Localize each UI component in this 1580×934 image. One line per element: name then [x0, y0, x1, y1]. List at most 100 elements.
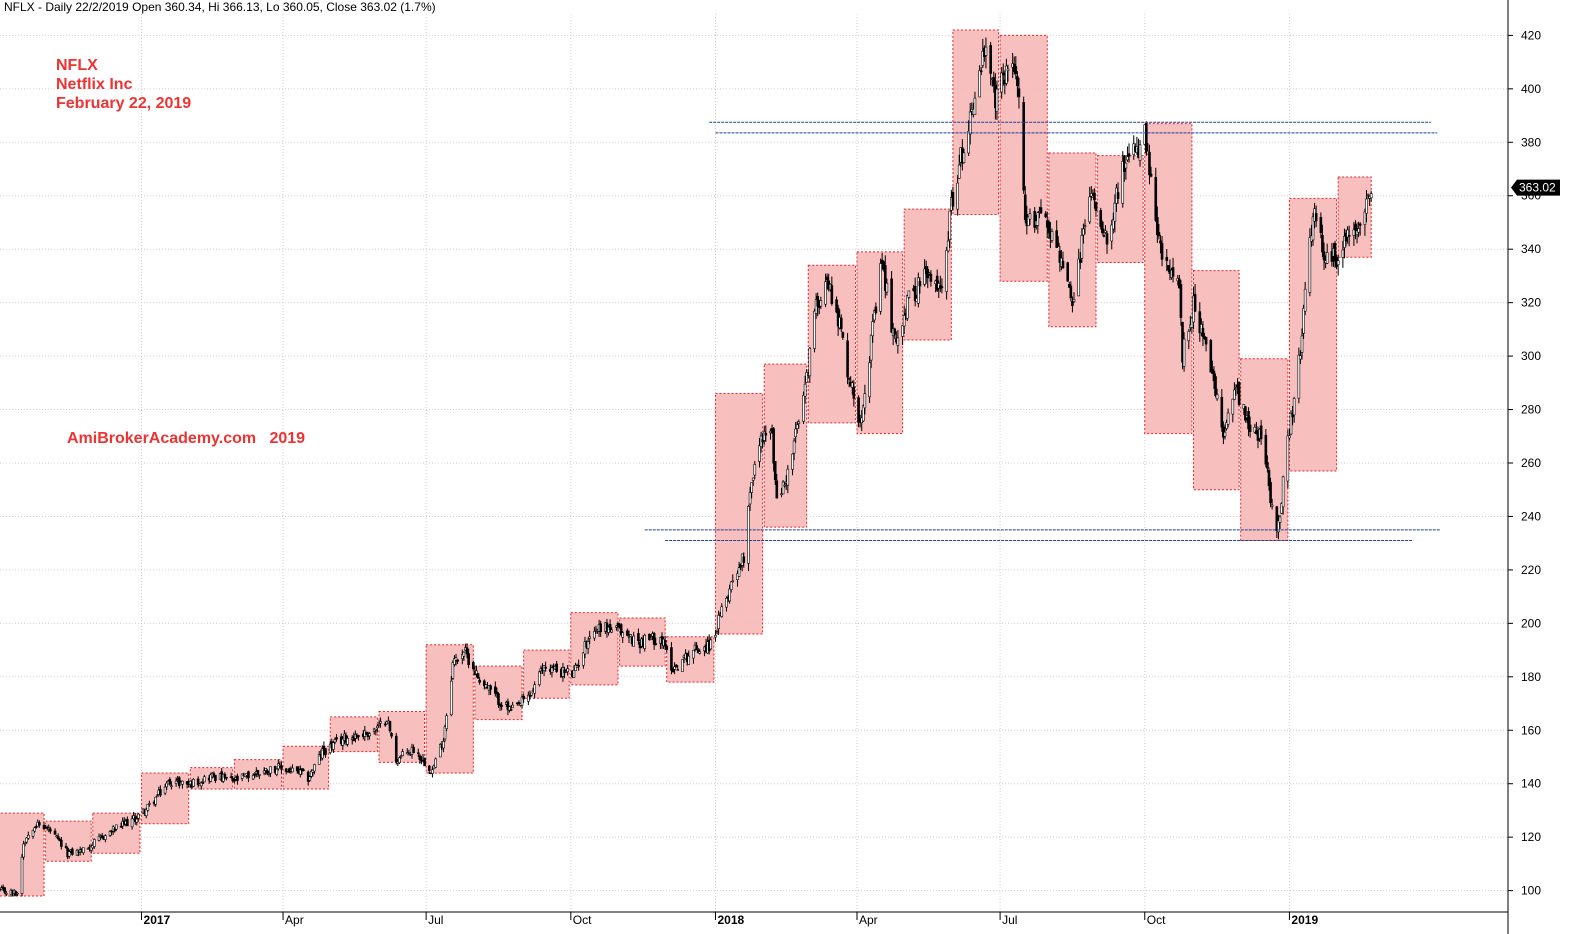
x-tick-label: Apr [285, 913, 304, 927]
x-tick-label: Jul [428, 913, 443, 927]
candle-body [869, 334, 873, 361]
candle-body [328, 743, 332, 753]
candle-body [957, 164, 961, 179]
candle-body [1126, 156, 1129, 161]
candle-body [1226, 412, 1230, 425]
candle-body [1231, 398, 1235, 415]
last-price-tag: 363.02 [1511, 179, 1560, 196]
candle-body [1303, 288, 1307, 312]
candle-body [962, 152, 966, 164]
candle-body [599, 623, 602, 633]
candle-body [236, 775, 239, 781]
monthly-range-box [1144, 123, 1193, 435]
candle-body [1343, 235, 1346, 248]
candle-body [674, 664, 678, 668]
candle-body [751, 477, 755, 481]
candle-body [945, 250, 948, 292]
candle-body [1101, 221, 1104, 233]
candle-body [416, 752, 420, 755]
monthly-range-box [570, 612, 619, 686]
candle-body [1355, 230, 1359, 236]
candle-body [1178, 278, 1181, 289]
candle-body [1145, 123, 1148, 154]
candle-body [181, 780, 184, 785]
candle-body [670, 647, 673, 671]
candle-body [729, 581, 733, 591]
candle-body [1138, 144, 1142, 161]
candle-body [0, 889, 2, 891]
candle-body [632, 635, 636, 647]
candle-body [1190, 317, 1194, 328]
candle-body [1289, 412, 1293, 435]
candle-body [1094, 201, 1098, 212]
candle-body [750, 482, 753, 493]
candle-body [25, 837, 29, 843]
candle-body [1234, 387, 1238, 390]
candle-body [1369, 193, 1373, 199]
candle-body [918, 281, 922, 287]
candle-body [626, 630, 629, 636]
candle-body [610, 629, 613, 633]
candle-body [1093, 192, 1096, 201]
candle-body [841, 332, 845, 338]
candle-body [146, 804, 150, 811]
candle-body [913, 286, 917, 302]
candle-body [412, 747, 415, 754]
candle-body [489, 685, 492, 690]
candle-body [20, 856, 24, 894]
candle-body [984, 46, 988, 56]
candle-body [4, 892, 8, 895]
candle-body [209, 774, 213, 782]
candle-body [1022, 102, 1025, 191]
candle-body [1014, 66, 1018, 74]
candle-body [1255, 430, 1258, 435]
candle-body [1017, 88, 1021, 98]
candle-body [203, 776, 206, 783]
candle-body [1061, 260, 1065, 269]
candle-body [1148, 151, 1151, 176]
y-tick-label: 200 [1521, 616, 1541, 630]
candle-body [1201, 327, 1205, 338]
candle-body [135, 818, 139, 823]
candle-body [671, 668, 675, 673]
candle-body [302, 769, 305, 771]
candle-body [442, 741, 445, 749]
candle-body [1099, 210, 1103, 227]
candle-body [1302, 308, 1305, 334]
candle-body [192, 779, 195, 787]
candle-body [38, 822, 41, 826]
candle-body [717, 615, 720, 629]
candle-body [1354, 224, 1357, 231]
candle-body [648, 633, 651, 641]
candle-body [1297, 354, 1301, 399]
candle-body [906, 295, 909, 319]
candle-body [981, 51, 985, 66]
candle-body [1028, 213, 1032, 220]
candle-body [715, 631, 719, 634]
candle-body [1204, 337, 1208, 345]
candle-body [1112, 219, 1115, 230]
candle-body [247, 771, 250, 779]
candle-body [1069, 285, 1073, 299]
candle-body [174, 780, 178, 784]
candle-body [884, 265, 887, 291]
candle-body [1333, 243, 1337, 262]
candle-body [67, 851, 71, 857]
candle-body [973, 97, 977, 115]
candle-body [1160, 242, 1164, 260]
candle-body [390, 732, 393, 737]
candle-body [530, 692, 533, 696]
candle-body [1223, 431, 1227, 437]
last-price-badge [1511, 179, 1560, 196]
x-tick-label: 2019 [1291, 913, 1318, 927]
candle-body [144, 808, 148, 817]
candle-body [687, 655, 691, 665]
chart-status-line: NFLX - Daily 22/2/2019 Open 360.34, Hi 3… [4, 0, 436, 14]
candle-body [49, 828, 52, 832]
candle-body [104, 835, 107, 840]
candle-body [629, 634, 632, 637]
candle-body [398, 757, 401, 763]
y-tick-label: 120 [1521, 830, 1541, 844]
candle-body [462, 651, 466, 657]
candle-body [989, 45, 992, 74]
